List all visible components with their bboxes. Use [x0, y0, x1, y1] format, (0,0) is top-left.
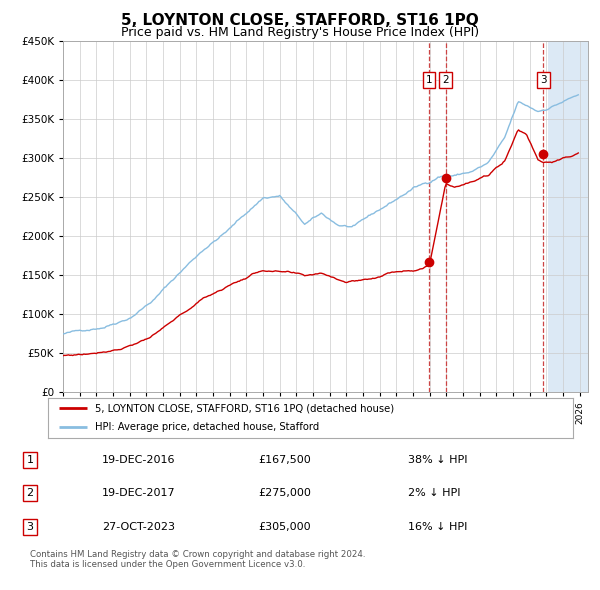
Text: 19-DEC-2017: 19-DEC-2017	[102, 489, 176, 498]
Text: 5, LOYNTON CLOSE, STAFFORD, ST16 1PQ (detached house): 5, LOYNTON CLOSE, STAFFORD, ST16 1PQ (de…	[95, 404, 394, 414]
Text: 2: 2	[26, 489, 34, 498]
Text: 1: 1	[425, 76, 433, 86]
Text: 2% ↓ HPI: 2% ↓ HPI	[408, 489, 461, 498]
Text: £275,000: £275,000	[258, 489, 311, 498]
Text: 19-DEC-2016: 19-DEC-2016	[102, 455, 176, 465]
Text: 38% ↓ HPI: 38% ↓ HPI	[408, 455, 467, 465]
Text: Contains HM Land Registry data © Crown copyright and database right 2024.
This d: Contains HM Land Registry data © Crown c…	[30, 550, 365, 569]
Text: Price paid vs. HM Land Registry's House Price Index (HPI): Price paid vs. HM Land Registry's House …	[121, 26, 479, 39]
Text: 27-OCT-2023: 27-OCT-2023	[102, 522, 175, 532]
Text: 5, LOYNTON CLOSE, STAFFORD, ST16 1PQ: 5, LOYNTON CLOSE, STAFFORD, ST16 1PQ	[121, 13, 479, 28]
Text: 3: 3	[540, 76, 547, 86]
Bar	[548, 41, 588, 392]
Text: £305,000: £305,000	[258, 522, 311, 532]
Text: HPI: Average price, detached house, Stafford: HPI: Average price, detached house, Staf…	[95, 422, 320, 432]
Text: £167,500: £167,500	[258, 455, 311, 465]
Text: 16% ↓ HPI: 16% ↓ HPI	[408, 522, 467, 532]
Text: 3: 3	[26, 522, 34, 532]
Text: 1: 1	[26, 455, 34, 465]
Text: 2: 2	[442, 76, 449, 86]
